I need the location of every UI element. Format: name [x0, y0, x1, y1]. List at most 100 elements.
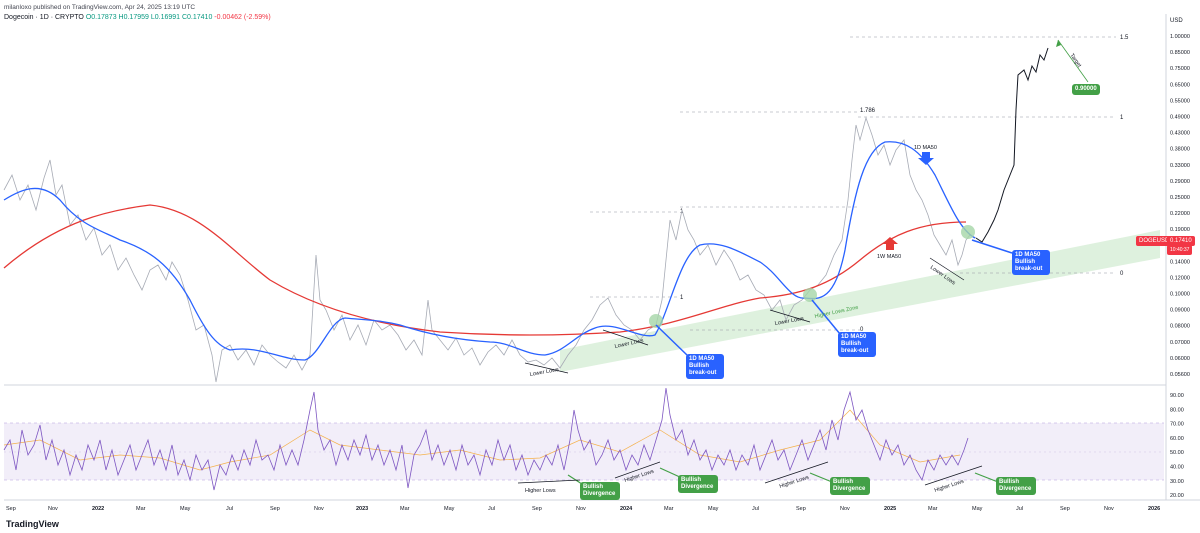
y-tick-label: 0.43000: [1170, 131, 1190, 137]
breakout-marker: [649, 314, 663, 328]
price-tag-value: 0.17410: [1167, 236, 1195, 246]
breakout-marker: [803, 288, 817, 302]
x-tick-label: Sep: [1060, 506, 1070, 512]
tradingview-brand[interactable]: TradingView: [6, 519, 59, 529]
x-tick-label: Nov: [1104, 506, 1114, 512]
x-tick-label: Mar: [664, 506, 674, 512]
rsi-tick-label: 80.00: [1170, 407, 1184, 413]
x-tick-label: Sep: [532, 506, 542, 512]
breakout-callout: 1D MA50 Bullish break-out: [686, 354, 724, 379]
y-tick-label: 0.09000: [1170, 308, 1190, 314]
y-tick-label: 0.06000: [1170, 356, 1190, 362]
ma1w-line: [3, 204, 967, 336]
lower-lows-label: Lower Lows: [774, 316, 804, 327]
y-tick-label: 0.49000: [1170, 114, 1190, 120]
bullish-divergence-box: Bullish Divergence: [830, 477, 870, 495]
projection-line: [975, 47, 1049, 243]
y-tick-label: 0.14000: [1170, 259, 1190, 265]
x-tick-label: May: [444, 506, 455, 512]
x-tick-label: 2023: [356, 506, 368, 512]
tradingview-logo[interactable]: TradingView: [6, 519, 59, 529]
fib-label: 0: [1120, 271, 1124, 277]
rsi-tick-label: 30.00: [1170, 479, 1184, 485]
x-tick-label: Sep: [270, 506, 280, 512]
y-tick-label: 0.38000: [1170, 147, 1190, 153]
x-tick-label: Jul: [226, 506, 233, 512]
y-tick-label: 0.08000: [1170, 324, 1190, 330]
y-tick-label: 0.33000: [1170, 163, 1190, 169]
x-tick-label: Nov: [48, 506, 58, 512]
y-tick-label: 0.75000: [1170, 66, 1190, 72]
y-tick-label: 0.19000: [1170, 227, 1190, 233]
target-value-box: 0.90000: [1072, 84, 1100, 95]
x-tick-label: Sep: [796, 506, 806, 512]
rsi-tick-label: 70.00: [1170, 422, 1184, 428]
x-tick-label: Mar: [400, 506, 410, 512]
rsi-ma-line: [3, 409, 961, 471]
y-tick-label: 0.29000: [1170, 179, 1190, 185]
breakout-callout: 1D MA50 Bullish break-out: [1012, 250, 1050, 275]
breakout-callout: 1D MA50 Bullish break-out: [838, 332, 876, 357]
x-tick-label: 2025: [884, 506, 896, 512]
bullish-divergence-box: Bullish Divergence: [996, 477, 1036, 495]
x-tick-label: Nov: [576, 506, 586, 512]
bullish-divergence-box: Bullish Divergence: [580, 482, 620, 500]
rsi-tick-label: 90.00: [1170, 393, 1184, 399]
ohlc-values: O0.17873 H0.17959 L0.16991 C0.17410: [85, 14, 213, 21]
x-tick-label: May: [180, 506, 191, 512]
y-tick-label: 0.25000: [1170, 195, 1190, 201]
x-tick-label: May: [708, 506, 719, 512]
x-tick-label: May: [972, 506, 983, 512]
x-tick-label: Mar: [928, 506, 938, 512]
x-tick-label: Nov: [840, 506, 850, 512]
y-tick-label: 0.10000: [1170, 292, 1190, 298]
higher-lows-channel: [560, 230, 1160, 372]
rsi-tick-label: 50.00: [1170, 450, 1184, 456]
lower-lows-label: Lower Lows: [529, 367, 559, 378]
ma1d-label: 1D MA50: [914, 145, 937, 151]
currency-label: USD: [1170, 18, 1183, 24]
y-tick-label: 0.07000: [1170, 340, 1190, 346]
y-tick-label: 0.05600: [1170, 372, 1190, 378]
rsi-tick-label: 60.00: [1170, 436, 1184, 442]
y-tick-label: 0.22000: [1170, 211, 1190, 217]
price-change: -0.00462 (-2.59%): [214, 14, 271, 21]
rsi-tick-label: 40.00: [1170, 465, 1184, 471]
x-tick-label: Mar: [136, 506, 146, 512]
price-tag-countdown: 10:40:37: [1167, 245, 1193, 255]
ma1w-arrow-icon: [882, 237, 898, 250]
x-tick-label: Nov: [314, 506, 324, 512]
target-arrow: [1057, 39, 1089, 83]
x-tick-label: 2026: [1148, 506, 1160, 512]
y-tick-label: 1.00000: [1170, 34, 1190, 40]
publisher-line: milanloxo published on TradingView.com, …: [4, 4, 196, 11]
x-tick-label: Jul: [1016, 506, 1023, 512]
target-arrowhead-icon: [1056, 40, 1061, 47]
x-tick-label: Jul: [488, 506, 495, 512]
rsi-band: [4, 423, 1164, 480]
price-tag-symbol: DOGEUSD: [1136, 236, 1173, 246]
x-tick-label: Jul: [752, 506, 759, 512]
y-tick-label: 0.85000: [1170, 50, 1190, 56]
breakout-marker: [961, 225, 975, 239]
symbol-name: Dogecoin · 1D · CRYPTO: [4, 14, 84, 21]
fib-label: 0: [860, 327, 864, 333]
y-tick-label: 0.12000: [1170, 275, 1190, 281]
x-tick-label: Sep: [6, 506, 16, 512]
ma1d-arrow-icon: [918, 152, 934, 165]
ma1w-label: 1W MA50: [877, 254, 901, 260]
fib-label: 1.786: [860, 108, 876, 114]
y-tick-label: 0.65000: [1170, 82, 1190, 88]
x-tick-label: 2022: [92, 506, 104, 512]
y-tick-label: 0.55000: [1170, 98, 1190, 104]
fib-label: 1.5: [1120, 35, 1129, 41]
x-tick-label: 2024: [620, 506, 633, 512]
symbol-line: Dogecoin · 1D · CRYPTO O0.17873 H0.17959…: [4, 14, 271, 21]
higher-lows-label: Higher Lows: [525, 488, 556, 494]
ma1d-line: [3, 141, 976, 361]
rsi-line: [3, 387, 969, 491]
fib-label: 1: [680, 295, 684, 301]
rsi-tick-label: 20.00: [1170, 493, 1184, 499]
fib-label: 1: [1120, 115, 1124, 121]
